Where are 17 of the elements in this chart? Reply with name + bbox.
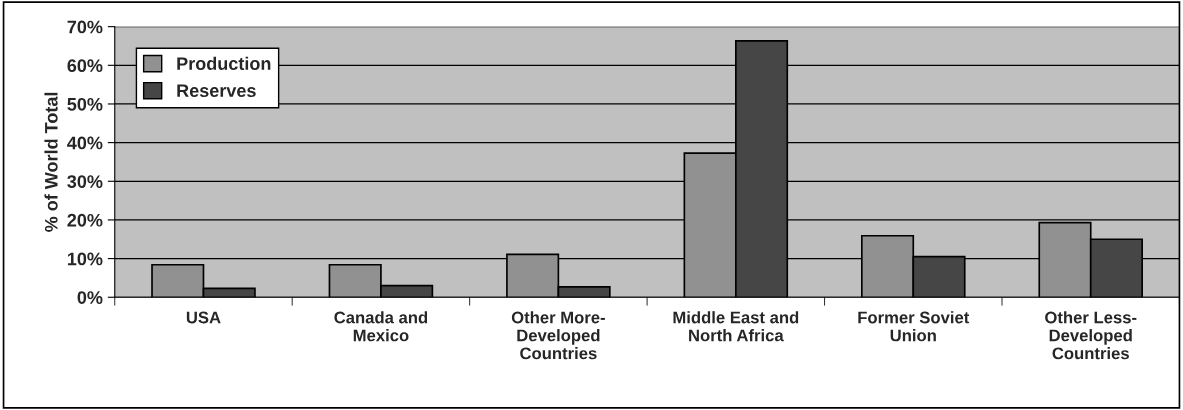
- y-tick-label: 50%: [67, 97, 103, 111]
- x-tick-label: Other Less- Developed Countries: [1045, 311, 1137, 360]
- y-tick-label: 10%: [67, 252, 103, 266]
- y-tick-label: 30%: [67, 175, 103, 189]
- x-tick-label: USA: [186, 311, 221, 324]
- y-tick-label: 60%: [67, 59, 103, 73]
- legend-label: Reserves: [177, 84, 256, 98]
- x-tick-label: Other More- Developed Countries: [511, 311, 605, 360]
- x-tick-label: Former Soviet Union: [858, 311, 970, 342]
- legend-label: Production: [177, 56, 271, 70]
- y-tick-label: 70%: [67, 20, 103, 34]
- y-tick-label: 40%: [67, 136, 103, 150]
- x-tick-label: Middle East and North Africa: [673, 311, 799, 342]
- y-axis-title: % of World Total: [44, 92, 58, 232]
- x-tick-label: Canada and Mexico: [334, 311, 428, 342]
- y-tick-label: 0%: [77, 291, 103, 304]
- y-tick-label: 20%: [67, 213, 103, 227]
